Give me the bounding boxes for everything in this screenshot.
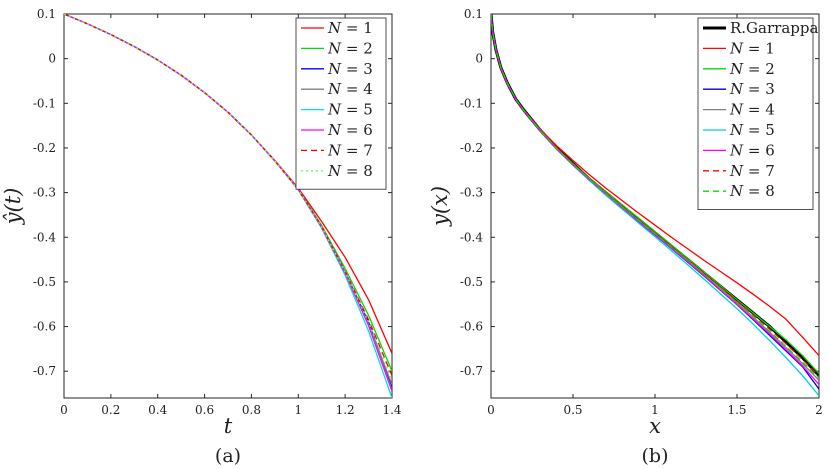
legend-a: N = 1 N = 2 N = 3 N = 4 N = 5 N = 6 N = 7 N = 8 xyxy=(295,17,387,190)
legend-label: N = 1 xyxy=(729,39,775,57)
legend-label: N = 3 xyxy=(729,80,775,98)
x-tick-label: 1 xyxy=(294,403,302,417)
x-axis-label-b: x xyxy=(649,414,661,438)
series-line xyxy=(491,14,819,379)
legend-label: N = 4 xyxy=(327,80,373,98)
panel-a: 0 0.2 0.4 0.6 0.8 1 1.2 1.4 0.1 0 -0.1 -0.2 -0.3 -0.4… xyxy=(1,7,402,467)
y-tick-label: 0.1 xyxy=(464,7,483,21)
x-tick-label: 0.4 xyxy=(148,403,167,417)
y-tick-label: -0.5 xyxy=(33,275,56,289)
y-tick-label: -0.3 xyxy=(460,186,483,200)
legend-label: N = 2 xyxy=(729,60,775,78)
legend-label: N = 6 xyxy=(327,121,373,139)
legend-label: R.Garrappa xyxy=(730,19,818,37)
legend-label: N = 2 xyxy=(327,39,373,57)
panel-caption-b: (b) xyxy=(642,445,669,467)
legend-label: N = 8 xyxy=(729,182,775,200)
x-tick-label: 2 xyxy=(815,403,823,417)
panel-caption-a: (a) xyxy=(215,445,241,467)
y-tick-label: -0.6 xyxy=(460,320,483,334)
y-tick-label: 0 xyxy=(48,52,56,66)
y-tick-label: -0.5 xyxy=(460,275,483,289)
x-tick-label: 0 xyxy=(60,403,68,417)
legend-box xyxy=(697,17,814,211)
legend-label: N = 3 xyxy=(327,60,373,78)
x-tick-label: 0.8 xyxy=(242,403,261,417)
x-tick-label: 1.2 xyxy=(336,403,355,417)
legend-label: N = 5 xyxy=(327,101,373,119)
panel-b: 0 0.5 1 1.5 2 0.1 0 -0.1 -0.2 -0.3 -0.4 -0.5 -0.6 -0.… xyxy=(428,7,823,467)
ticks-b: 0 0.5 1 1.5 2 0.1 0 -0.1 -0.2 -0.3 -0.4 -0.5 -0.6 -0.… xyxy=(460,7,823,417)
x-tick-label: 0 xyxy=(487,403,495,417)
y-tick-label: -0.4 xyxy=(460,230,484,244)
series-line xyxy=(64,14,392,376)
y-tick-label: -0.6 xyxy=(33,320,56,334)
y-tick-label: -0.1 xyxy=(33,96,56,110)
x-tick-label: 1 xyxy=(651,403,659,417)
y-tick-label: -0.1 xyxy=(460,96,483,110)
series-lines-a xyxy=(64,14,392,398)
y-tick-label: 0.1 xyxy=(37,7,56,21)
x-tick-label: 0.5 xyxy=(563,403,582,417)
legend-label: N = 7 xyxy=(327,141,373,159)
x-tick-label: 0.2 xyxy=(101,403,120,417)
series-lines-b xyxy=(491,14,819,397)
y-tick-label: -0.4 xyxy=(33,230,57,244)
legend-label: N = 7 xyxy=(729,162,775,180)
legend-label: N = 1 xyxy=(327,19,373,37)
y-axis-label-a: ŷ(t) xyxy=(1,188,25,226)
ticks-a: 0 0.2 0.4 0.6 0.8 1 1.2 1.4 0.1 0 -0.1 -0.2 -0.3 -0.4… xyxy=(33,7,402,417)
legend-label: N = 6 xyxy=(729,141,775,159)
x-tick-label: 1.5 xyxy=(727,403,746,417)
y-tick-label: -0.3 xyxy=(33,186,56,200)
legend-box xyxy=(295,17,387,190)
legend-label: N = 8 xyxy=(327,162,373,180)
x-axis-label-a: t xyxy=(224,414,233,438)
legend-label: N = 4 xyxy=(729,101,775,119)
y-tick-label: -0.2 xyxy=(33,141,56,155)
y-tick-label: -0.2 xyxy=(460,141,483,155)
x-tick-label: 0.6 xyxy=(195,403,214,417)
y-tick-label: 0 xyxy=(475,52,483,66)
y-tick-label: -0.7 xyxy=(33,364,56,378)
y-axis-label-b: y(x) xyxy=(428,186,452,227)
y-tick-label: -0.7 xyxy=(460,364,483,378)
legend-b: R.Garrappa N = 1 N = 2 N = 3 N = 4 N = 5 N = 6… xyxy=(697,17,818,211)
x-tick-label: 1.4 xyxy=(382,403,401,417)
legend-label: N = 5 xyxy=(729,121,775,139)
